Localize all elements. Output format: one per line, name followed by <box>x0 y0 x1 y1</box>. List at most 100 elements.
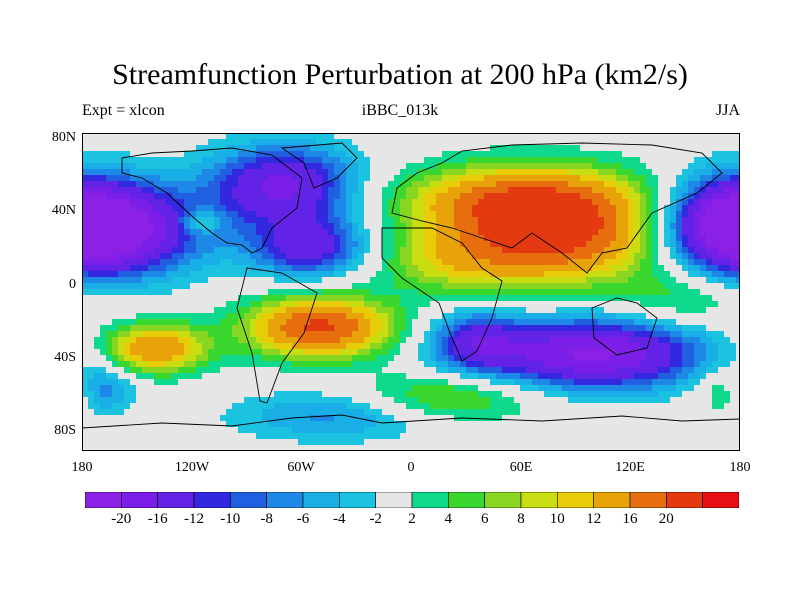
contour-cell <box>562 379 569 386</box>
contour-cell <box>148 319 155 326</box>
contour-cell <box>634 331 641 338</box>
contour-cell <box>682 319 689 326</box>
contour-cell <box>100 163 107 170</box>
contour-cell <box>682 193 689 200</box>
contour-cell <box>256 175 263 182</box>
contour-cell <box>712 205 719 212</box>
contour-cell <box>400 289 407 296</box>
contour-cell <box>652 163 659 170</box>
contour-cell <box>190 361 197 368</box>
contour-cell <box>562 283 569 290</box>
contour-cell <box>328 349 335 356</box>
contour-cell <box>700 319 707 326</box>
contour-cell <box>100 331 107 338</box>
contour-cell <box>436 349 443 356</box>
contour-cell <box>310 211 317 218</box>
contour-cell <box>430 187 437 194</box>
contour-cell <box>466 271 473 278</box>
contour-cell <box>238 349 245 356</box>
contour-cell <box>136 391 143 398</box>
contour-cell <box>304 373 311 380</box>
contour-cell <box>520 253 527 260</box>
contour-cell <box>100 199 107 206</box>
contour-cell <box>226 295 233 302</box>
contour-cell <box>436 391 443 398</box>
contour-cell <box>112 367 119 374</box>
contour-cell <box>214 361 221 368</box>
contour-cell <box>478 175 485 182</box>
contour-cell <box>622 367 629 374</box>
contour-cell <box>148 289 155 296</box>
contour-cell <box>508 325 515 332</box>
contour-cell <box>106 337 113 344</box>
contour-cell <box>688 163 695 170</box>
contour-cell <box>658 253 665 260</box>
contour-cell <box>730 157 737 164</box>
contour-cell <box>106 283 113 290</box>
contour-cell <box>298 271 305 278</box>
contour-cell <box>340 343 347 350</box>
contour-cell <box>292 361 299 368</box>
contour-cell <box>712 151 719 158</box>
contour-cell <box>154 295 161 302</box>
contour-cell <box>514 301 521 308</box>
contour-cell <box>418 217 425 224</box>
contour-cell <box>610 391 617 398</box>
contour-cell <box>394 139 401 146</box>
contour-cell <box>148 139 155 146</box>
contour-cell <box>208 163 215 170</box>
contour-cell <box>112 331 119 338</box>
contour-cell <box>694 379 701 386</box>
contour-cell <box>142 241 149 248</box>
contour-cell <box>268 175 275 182</box>
contour-cell <box>724 367 731 374</box>
contour-cell <box>730 295 737 302</box>
contour-cell <box>478 169 485 176</box>
contour-cell <box>346 331 353 338</box>
contour-cell <box>244 247 251 254</box>
contour-cell <box>448 187 455 194</box>
contour-cell <box>250 199 257 206</box>
contour-cell <box>370 289 377 296</box>
contour-cell <box>490 253 497 260</box>
contour-cell <box>520 361 527 368</box>
contour-cell <box>460 217 467 224</box>
contour-cell <box>214 355 221 362</box>
contour-cell <box>472 229 479 236</box>
contour-cell <box>352 145 359 152</box>
contour-cell <box>604 205 611 212</box>
contour-cell <box>478 379 485 386</box>
contour-cell <box>496 253 503 260</box>
contour-cell <box>358 199 365 206</box>
contour-cell <box>190 319 197 326</box>
contour-cell <box>718 289 725 296</box>
contour-cell <box>112 265 119 272</box>
contour-cell <box>394 331 401 338</box>
contour-cell <box>454 247 461 254</box>
contour-cell <box>214 301 221 308</box>
contour-cell <box>598 325 605 332</box>
contour-cell <box>520 313 527 320</box>
contour-cell <box>352 217 359 224</box>
contour-cell <box>352 247 359 254</box>
contour-cell <box>682 331 689 338</box>
contour-cell <box>154 133 161 140</box>
contour-cell <box>472 199 479 206</box>
contour-cell <box>496 163 503 170</box>
contour-cell <box>460 181 467 188</box>
contour-cell <box>166 169 173 176</box>
contour-cell <box>286 301 293 308</box>
contour-cell <box>706 397 713 404</box>
contour-cell <box>544 271 551 278</box>
contour-cell <box>352 241 359 248</box>
contour-cell <box>490 235 497 242</box>
contour-cell <box>712 289 719 296</box>
contour-cell <box>148 259 155 266</box>
contour-cell <box>544 385 551 392</box>
contour-cell <box>472 307 479 314</box>
contour-cell <box>544 325 551 332</box>
contour-cell <box>88 373 95 380</box>
contour-cell <box>124 175 131 182</box>
contour-cell <box>88 223 95 230</box>
contour-cell <box>634 229 641 236</box>
